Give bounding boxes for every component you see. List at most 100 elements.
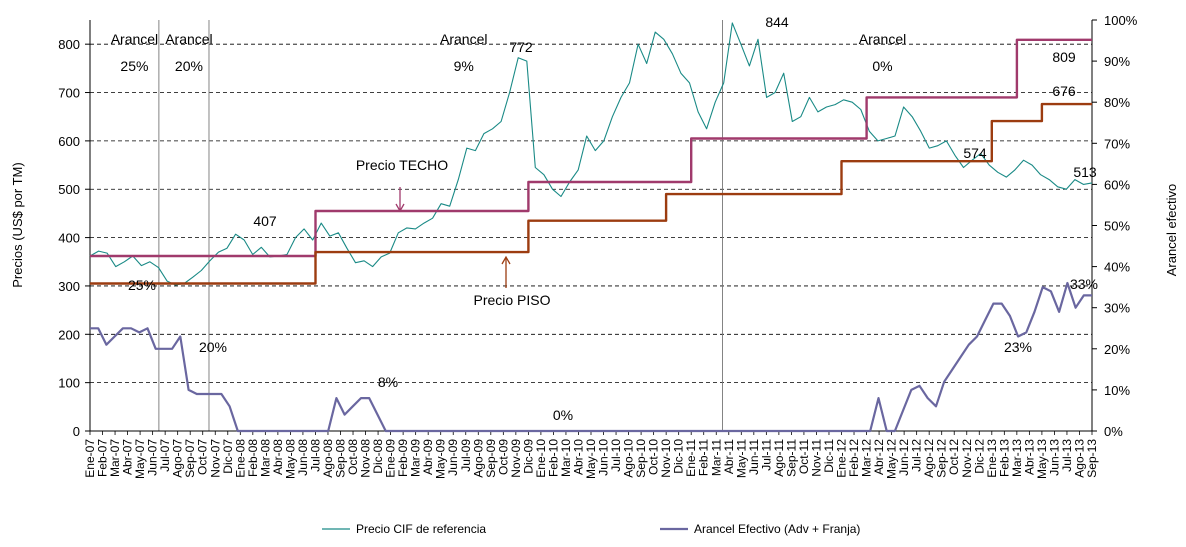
x-tick-label: Ago-07 (171, 439, 185, 478)
annotation: Precio TECHO (356, 157, 448, 173)
y-tick-label: 200 (58, 327, 80, 342)
x-tick-label: Dic-07 (221, 439, 235, 474)
x-tick-label: Jul-07 (158, 439, 172, 472)
annotation: 23% (1004, 339, 1032, 355)
x-tick-label: Mar-08 (258, 439, 272, 477)
x-tick-label: Nov-07 (208, 439, 222, 478)
x-tick-label: Nov-08 (359, 439, 373, 478)
x-tick-label: Sep-12 (935, 439, 949, 478)
x-tick-label: Jul-11 (759, 439, 773, 471)
x-tick-label: Nov-10 (659, 439, 673, 478)
x-tick-label: Dic-10 (672, 439, 686, 474)
x-tick-label: Jul-13 (1060, 439, 1074, 472)
annotation: 513 (1073, 164, 1097, 180)
x-tick-label: May-10 (584, 439, 598, 479)
annotation: 20% (199, 339, 227, 355)
y2-tick-label: 10% (1104, 383, 1130, 398)
x-tick-label: Oct-08 (346, 439, 360, 475)
regime-title: Arancel (165, 31, 212, 47)
y2-tick-label: 0% (1104, 424, 1123, 439)
x-tick-label: Sep-13 (1085, 439, 1099, 478)
annotation: 676 (1052, 83, 1076, 99)
y-tick-label: 300 (58, 279, 80, 294)
x-tick-label: May-12 (885, 439, 899, 479)
series-line-arancel-efectivo-adv-franja- (90, 281, 1092, 433)
x-tick-label: Ago-12 (922, 439, 936, 478)
x-tick-label: May-08 (283, 439, 297, 479)
regime-title: Arancel (111, 31, 158, 47)
annotation: 574 (963, 145, 987, 161)
x-tick-label: Oct-10 (647, 439, 661, 475)
y2-tick-label: 60% (1104, 177, 1130, 192)
regime-dividers (158, 20, 723, 431)
x-tick-label: Ene-07 (83, 439, 97, 478)
x-tick-label: May-07 (133, 439, 147, 479)
y2-tick-label: 90% (1104, 54, 1130, 69)
x-tick-label: Ago-13 (1072, 439, 1086, 478)
x-tick-label: Abr-09 (421, 439, 435, 475)
x-tick-label: May-11 (734, 439, 748, 478)
x-tick-label: Feb-12 (847, 439, 861, 477)
techo-arrow-head (395, 203, 405, 213)
annotation: 33% (1070, 276, 1098, 292)
x-tick-label: Jun-11 (747, 439, 761, 475)
regime-value: 0% (872, 58, 892, 74)
x-tick-label: Jun-08 (296, 439, 310, 476)
x-tick-label: Dic-11 (822, 439, 836, 473)
x-tick-label: Abr-07 (121, 439, 135, 475)
y2-tick-label: 20% (1104, 342, 1130, 357)
annotation: 0% (553, 407, 573, 423)
x-tick-label: Ago-11 (772, 439, 786, 477)
legend-label: Arancel Efectivo (Adv + Franja) (694, 522, 860, 536)
x-tick-label: Oct-11 (797, 439, 811, 474)
x-tick-label: Mar-10 (559, 439, 573, 477)
y-axis-title: Precios (US$ por TM) (10, 162, 25, 287)
x-tick-label: Ene-10 (534, 439, 548, 478)
regime-title: Arancel (440, 31, 487, 47)
x-tick-label: Jun-12 (897, 439, 911, 476)
annotation: 25% (128, 277, 156, 293)
y-tick-label: 500 (58, 182, 80, 197)
x-tick-label: Feb-09 (396, 439, 410, 477)
x-tick-label: Ene-12 (835, 439, 849, 478)
y-tick-label: 600 (58, 134, 80, 149)
x-tick-label: Abr-10 (571, 439, 585, 475)
y2-tick-label: 100% (1104, 13, 1138, 28)
x-tick-label: Ago-08 (321, 439, 335, 478)
x-tick-label: Jul-10 (609, 439, 623, 472)
y2-tick-label: 50% (1104, 219, 1130, 234)
x-tick-label: Feb-07 (96, 439, 110, 477)
legend: Precio CIF de referencia Arancel Efectivo… (322, 522, 860, 536)
x-tick-label: Dic-12 (972, 439, 986, 474)
grid (90, 43, 1092, 384)
y-tick-label: 100 (58, 376, 80, 391)
x-tick-label: Feb-08 (246, 439, 260, 477)
annotation: 772 (509, 39, 533, 55)
x-tick-label: Nov-09 (509, 439, 523, 478)
x-tick-label: Ene-11 (684, 439, 698, 477)
x-tick-label: Ene-08 (233, 439, 247, 478)
x-tick-label: Abr-13 (1022, 439, 1036, 475)
regime-value: 9% (454, 58, 474, 74)
y-tick-label: 800 (58, 37, 80, 52)
y-tick-label: 700 (58, 86, 80, 101)
x-tick-label: Sep-11 (784, 439, 798, 477)
y2-tick-label: 40% (1104, 260, 1130, 275)
x-tick-label: Mar-09 (409, 439, 423, 477)
x-tick-label: Oct-12 (947, 439, 961, 475)
axes: 0 100 200 300 400 500 600 700 800 0% 10% 20% 30% 40% 5… (10, 13, 1179, 479)
annotation: 8% (378, 374, 398, 390)
series-line-precio-piso (90, 102, 1092, 285)
y2-tick-label: 30% (1104, 301, 1130, 316)
x-tick-label: Oct-07 (196, 439, 210, 475)
series-line-precio-cif-de-referencia (89, 22, 1093, 286)
x-tick-label: Nov-11 (809, 439, 823, 477)
x-tick-label: Mar-07 (108, 439, 122, 477)
x-tick-label: Oct-09 (496, 439, 510, 475)
annotation: 844 (765, 14, 789, 30)
x-tick-label: Jul-12 (910, 439, 924, 472)
annotation: 407 (253, 213, 277, 229)
annotation: 809 (1052, 49, 1076, 65)
piso-arrow-head (501, 255, 511, 265)
